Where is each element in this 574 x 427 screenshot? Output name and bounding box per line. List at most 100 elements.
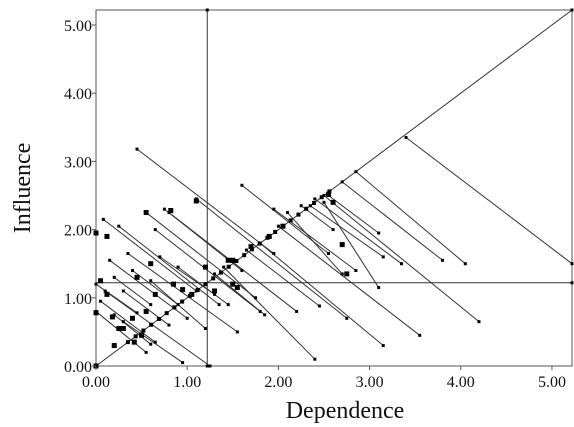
threshold-end-marker — [205, 364, 209, 368]
segment-end-marker — [149, 303, 153, 307]
segment-start-marker — [176, 265, 180, 269]
diagonal-marker — [180, 299, 185, 304]
diagonal-marker — [133, 334, 138, 339]
data-point — [104, 233, 110, 239]
segment-end-marker — [399, 262, 403, 266]
diagonal-marker — [304, 206, 309, 211]
segment-end-marker — [203, 326, 207, 330]
data-point — [248, 244, 254, 250]
diagonal-marker — [327, 189, 332, 194]
segment-end-marker — [331, 228, 335, 232]
diagonal-marker — [249, 247, 254, 252]
diagonal-marker — [311, 201, 316, 206]
displacement-segment — [405, 137, 573, 265]
segment-start-marker — [135, 147, 139, 151]
displacement-segment — [104, 290, 211, 367]
segment-end-marker — [463, 262, 467, 266]
segment-end-marker — [354, 269, 358, 273]
data-point — [330, 199, 336, 205]
displacement-segment — [132, 270, 179, 306]
segment-end-marker — [317, 304, 321, 308]
x-tick-label: 1.00 — [173, 374, 201, 391]
segment-start-marker — [149, 279, 153, 283]
segment-end-marker — [295, 309, 299, 313]
segment-end-marker — [377, 231, 381, 235]
y-tick-label: 1.00 — [64, 291, 92, 308]
segment-end-marker — [418, 333, 422, 337]
displacement-segment — [355, 171, 466, 265]
x-tick-label: 4.00 — [447, 374, 475, 391]
displacement-segment — [136, 148, 275, 254]
data-point — [139, 332, 145, 338]
data-point — [148, 261, 154, 267]
y-tick-label: 2.00 — [64, 223, 92, 240]
segment-start-marker — [126, 251, 130, 255]
diagonal-marker — [319, 195, 324, 200]
diagonal-marker — [234, 258, 239, 263]
data-point — [266, 233, 272, 239]
displacement-segment — [223, 266, 316, 360]
displacement-segment — [102, 218, 197, 292]
series-points — [93, 136, 574, 369]
segment-start-marker — [222, 265, 226, 269]
displacement-segment — [259, 242, 384, 346]
segment-end-marker — [135, 311, 139, 315]
data-point — [116, 325, 122, 331]
segment-start-marker — [117, 224, 121, 228]
threshold-end-marker — [570, 281, 574, 285]
displacement-segment — [278, 225, 421, 336]
diagonal-marker — [141, 328, 146, 333]
segment-start-marker — [322, 200, 326, 204]
displacement-segment — [95, 283, 138, 314]
segment-end-marker — [240, 269, 244, 273]
data-point — [171, 281, 177, 287]
diagonal-marker — [164, 311, 169, 316]
x-tick-label: 0.00 — [82, 374, 110, 391]
data-point — [202, 264, 208, 270]
y-tick-label: 0.00 — [64, 359, 92, 376]
data-point — [339, 242, 345, 248]
segment-start-marker — [404, 136, 408, 140]
diagonal-marker — [296, 212, 301, 217]
segment-end-marker — [181, 361, 185, 365]
segment-start-marker — [101, 217, 105, 221]
diagonal-marker — [242, 253, 247, 258]
data-point — [225, 257, 231, 263]
segment-start-marker — [313, 197, 317, 201]
data-point — [129, 315, 135, 321]
segment-end-marker — [153, 340, 157, 344]
diagonal-marker — [172, 305, 177, 310]
displacement-segment — [195, 198, 348, 319]
diagonal-marker — [125, 340, 130, 345]
segment-start-marker — [153, 228, 157, 232]
data-point — [98, 278, 104, 284]
segment-start-marker — [130, 269, 134, 273]
displacement-segment — [341, 181, 443, 261]
segment-end-marker — [254, 296, 258, 300]
segment-end-marker — [185, 316, 189, 320]
y-tick-label: 5.00 — [64, 18, 92, 35]
segment-start-marker — [108, 258, 112, 262]
segment-end-marker — [570, 262, 574, 266]
data-point — [180, 287, 186, 293]
displacement-segment — [113, 276, 152, 306]
axis-ticks: 0.00 1.00 2.00 3.00 4.00 5.00 0.00 1.00 2.00 3.00… — [64, 18, 566, 391]
x-tick-label: 3.00 — [356, 374, 384, 391]
y-axis-title: Influence — [10, 143, 36, 234]
segment-start-marker — [240, 183, 244, 187]
segment-end-marker — [167, 323, 171, 327]
segment-start-marker — [99, 299, 103, 303]
data-point — [143, 210, 149, 216]
x-tick-label: 5.00 — [538, 374, 566, 391]
segment-start-marker — [299, 204, 303, 208]
displacement-segment — [323, 195, 480, 323]
data-point — [120, 325, 126, 331]
displacement-segment — [287, 212, 343, 275]
displacement-segment — [310, 205, 384, 258]
segment-end-marker — [381, 255, 385, 259]
data-point — [168, 208, 174, 214]
displacement-segment — [123, 321, 183, 364]
data-point — [344, 271, 350, 277]
